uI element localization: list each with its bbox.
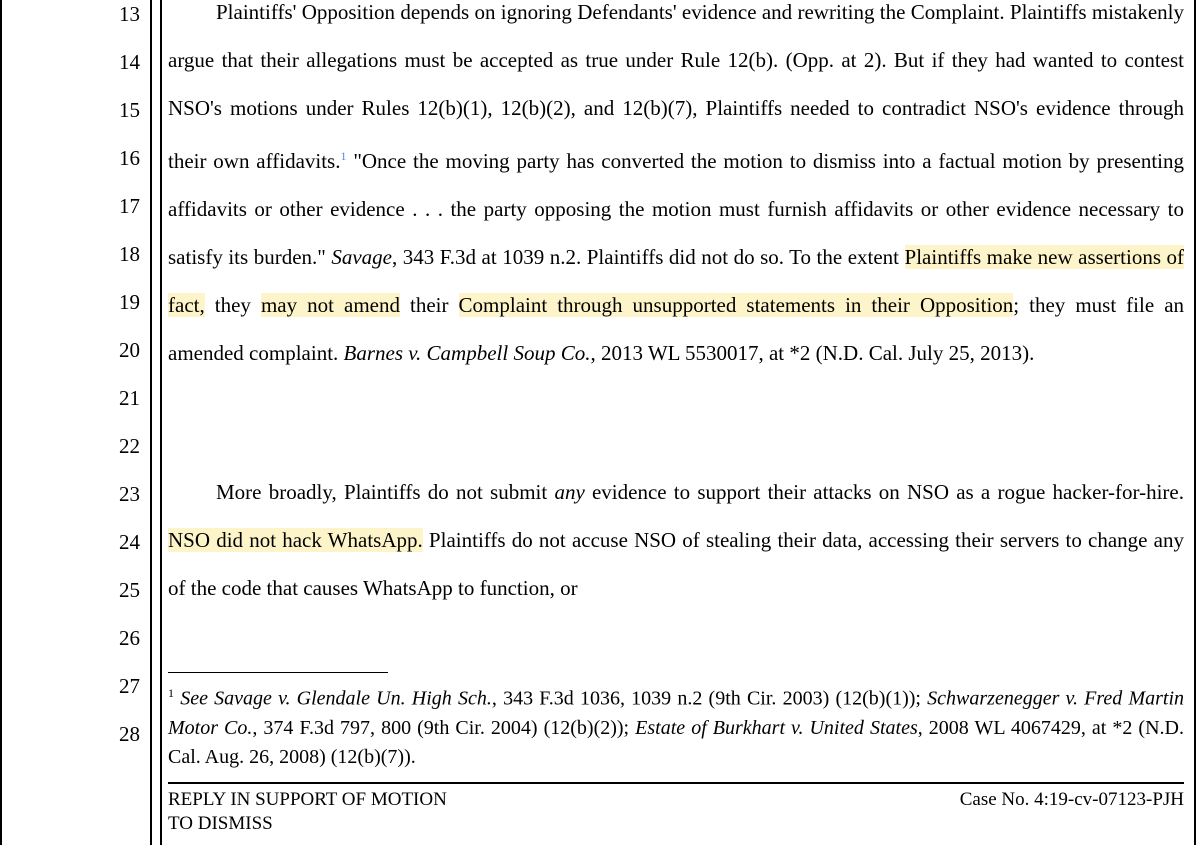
highlighted-text: NSO did not hack WhatsApp.: [168, 528, 423, 552]
line-number: 19: [119, 290, 140, 315]
footer-title-line1: REPLY IN SUPPORT OF MOTION: [168, 789, 447, 810]
line-number: 23: [119, 482, 140, 507]
line-number: 24: [119, 530, 140, 555]
footnote-text: , 343 F.3d 1036, 1039 n.2 (9th Cir. 2003…: [492, 688, 927, 710]
legal-pleading-page: 13 14 15 16 17 18 19 20 21 22 23 24 25 2…: [0, 0, 1200, 845]
double-rule-left: [150, 0, 162, 845]
line-number: 15: [119, 98, 140, 123]
footnote-text: , 374 F.3d 797, 800 (9th Cir. 2004) (12(…: [252, 717, 635, 739]
body-text: Plaintiffs' Opposition depends on ignori…: [168, 0, 1184, 173]
highlighted-text: Complaint through unsupported statements…: [459, 293, 1014, 317]
line-number: 26: [119, 626, 140, 651]
paragraph-2: More broadly, Plaintiffs do not submit a…: [168, 468, 1184, 612]
footnote-block: 1 See Savage v. Glendale Un. High Sch., …: [168, 672, 1184, 792]
body-text: , 2013 WL 5530017, at *2 (N.D. Cal. July…: [590, 341, 1034, 365]
line-number: 20: [119, 338, 140, 363]
line-number: 25: [119, 578, 140, 603]
body-text: they: [205, 293, 261, 317]
line-number: 21: [119, 386, 140, 411]
footer-separator: [168, 782, 1184, 784]
body-text: their: [400, 293, 459, 317]
footer-title-line2: TO DISMISS: [168, 813, 273, 834]
paragraph-1: Plaintiffs' Opposition depends on ignori…: [168, 0, 1184, 377]
emphasis: any: [554, 480, 584, 504]
case-citation: See Savage v. Glendale Un. High Sch.: [180, 688, 492, 710]
line-number: 22: [119, 434, 140, 459]
footnote-1: 1 See Savage v. Glendale Un. High Sch., …: [168, 679, 1184, 772]
case-citation: Estate of Burkhart v. United States: [635, 717, 918, 739]
body-text: More broadly, Plaintiffs do not submit: [216, 480, 554, 504]
line-number: 13: [119, 2, 140, 27]
body-text: evidence to support their attacks on NSO…: [585, 480, 1184, 504]
footer-doc-title: REPLY IN SUPPORT OF MOTION TO DISMISS: [168, 788, 447, 836]
line-number: 16: [119, 146, 140, 171]
line-number: 18: [119, 242, 140, 267]
footnote-separator: [168, 672, 388, 673]
case-citation: Barnes v. Campbell Soup Co.: [344, 341, 591, 365]
rule-right: [1194, 0, 1196, 845]
line-number: 27: [119, 674, 140, 699]
case-citation: Savage: [331, 245, 392, 269]
footer-case-number: Case No. 4:19-cv-07123-PJH: [960, 788, 1184, 836]
body-text: , 343 F.3d at 1039 n.2. Plaintiffs did n…: [392, 245, 905, 269]
line-number: 17: [119, 194, 140, 219]
line-number: 14: [119, 50, 140, 75]
page-footer: REPLY IN SUPPORT OF MOTION TO DISMISS Ca…: [168, 782, 1184, 836]
line-number: 28: [119, 722, 140, 747]
highlighted-text: may not amend: [261, 293, 400, 317]
